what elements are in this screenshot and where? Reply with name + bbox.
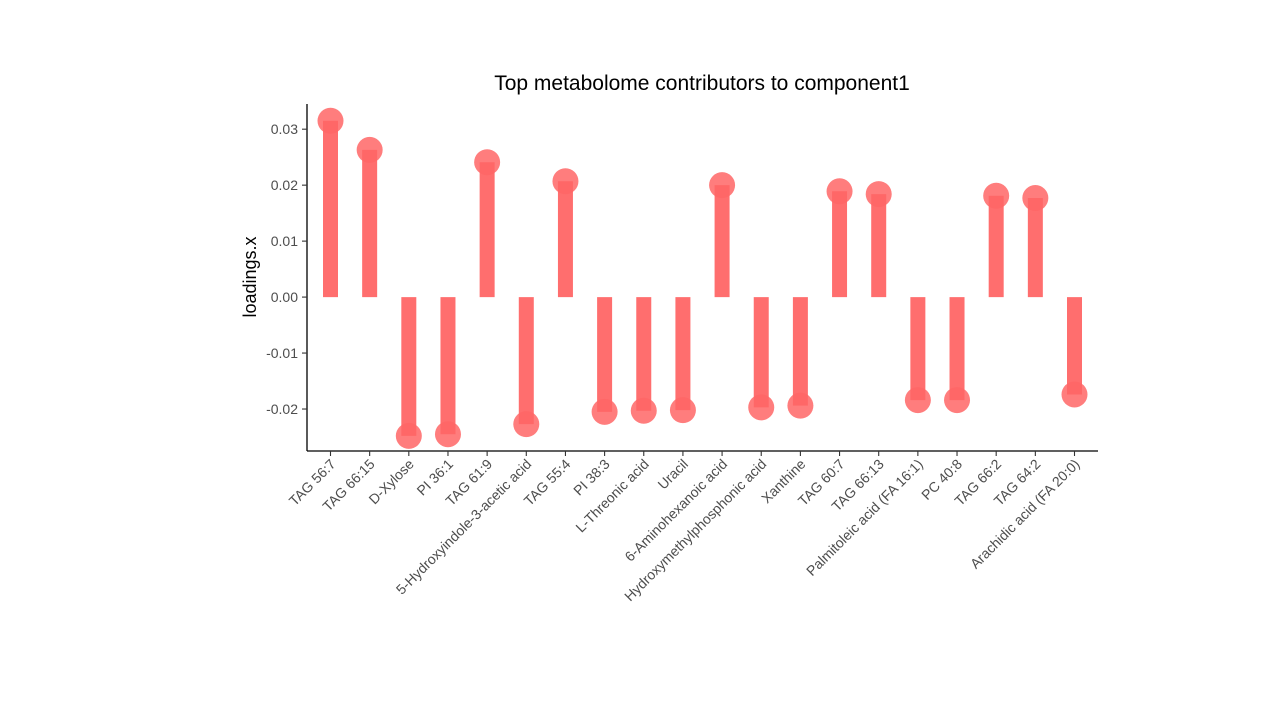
lollipop-point	[944, 387, 971, 414]
x-tick-label: L-Threonic acid	[572, 456, 652, 536]
y-tick-label: -0.02	[266, 401, 298, 417]
lollipop-point	[1061, 381, 1088, 408]
lollipop-point	[474, 149, 501, 176]
chart-marks	[317, 107, 1088, 449]
lollipop-point	[434, 421, 461, 448]
lollipop-point	[1022, 185, 1049, 212]
y-axis: 0.03 0.02 0.01 0.00 -0.01 -0.02	[266, 121, 307, 417]
y-tick-label: 0.02	[271, 177, 298, 193]
lollipop-point	[709, 172, 736, 199]
lollipop-point	[748, 394, 775, 421]
x-tick-label: Hydroxymethylphosphonic acid	[621, 456, 769, 604]
lollipop-point	[787, 392, 814, 419]
lollipop-point	[865, 181, 892, 208]
x-tick-label: Uracil	[654, 456, 691, 493]
y-tick-label: 0.01	[271, 233, 298, 249]
y-tick-label: 0.03	[271, 121, 298, 137]
lollipop-point	[669, 397, 696, 424]
chart-title: Top metabolome contributors to component…	[494, 72, 910, 95]
lollipop-point	[395, 422, 422, 449]
lollipop-point	[552, 168, 579, 195]
lollipop-point	[513, 411, 540, 438]
y-axis-label: loadings.x	[240, 236, 260, 317]
lollipop-point	[591, 398, 618, 425]
lollipop-point	[356, 136, 383, 163]
lollipop-point	[904, 387, 931, 414]
lollipop-point	[317, 107, 344, 134]
lollipop-point	[983, 182, 1010, 209]
y-tick-label: 0.00	[271, 289, 298, 305]
y-tick-label: -0.01	[266, 345, 298, 361]
lollipop-point	[826, 178, 853, 205]
lollipop-point	[630, 397, 657, 424]
